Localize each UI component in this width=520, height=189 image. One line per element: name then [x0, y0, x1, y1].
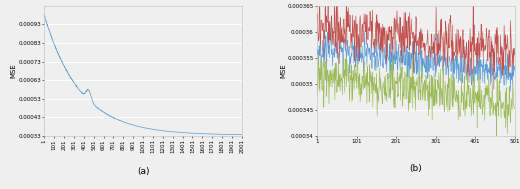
2X2 deconv.: [409, 32, 415, 34]
upsampling: [408, 63, 414, 65]
upsampling: [507, 71, 513, 74]
2X2 deconv.: [432, 46, 438, 48]
X-axis label: (b): (b): [410, 164, 422, 173]
Line: upsampling: upsampling: [317, 23, 514, 91]
upsampling: [314, 53, 320, 55]
upsampling: [476, 60, 483, 62]
2X2 deconv.: [421, 49, 427, 52]
Y-axis label: MSE: MSE: [11, 64, 17, 78]
upsampling: [432, 56, 438, 58]
2X2 2X2 2X2 full deconv.: [493, 134, 500, 137]
2X2 2X2 2X2 full deconv.: [314, 94, 320, 97]
2X2 2X2 2X2 full deconv.: [432, 104, 438, 107]
2X2 deconv.: [408, 18, 414, 20]
Y-axis label: MSE: MSE: [280, 64, 286, 78]
upsampling: [328, 22, 334, 24]
upsampling: [508, 90, 514, 92]
2X2 deconv.: [508, 19, 514, 22]
2X2 2X2 2X2 full deconv.: [409, 55, 415, 57]
X-axis label: (a): (a): [137, 167, 149, 176]
upsampling: [421, 65, 427, 67]
Line: 2X2 deconv.: 2X2 deconv.: [317, 0, 514, 89]
upsampling: [511, 69, 517, 71]
Line: 2X2 2X2 2X2 full deconv.: 2X2 2X2 2X2 full deconv.: [317, 52, 514, 136]
2X2 2X2 2X2 full deconv.: [408, 85, 414, 88]
2X2 2X2 2X2 full deconv.: [508, 121, 514, 124]
2X2 deconv.: [491, 88, 497, 90]
2X2 2X2 2X2 full deconv.: [476, 106, 483, 108]
2X2 deconv.: [476, 54, 483, 56]
2X2 2X2 2X2 full deconv.: [511, 108, 517, 110]
upsampling: [409, 53, 415, 56]
2X2 deconv.: [511, 53, 517, 56]
2X2 2X2 2X2 full deconv.: [315, 51, 321, 53]
2X2 2X2 2X2 full deconv.: [421, 99, 427, 102]
2X2 deconv.: [314, 18, 320, 20]
